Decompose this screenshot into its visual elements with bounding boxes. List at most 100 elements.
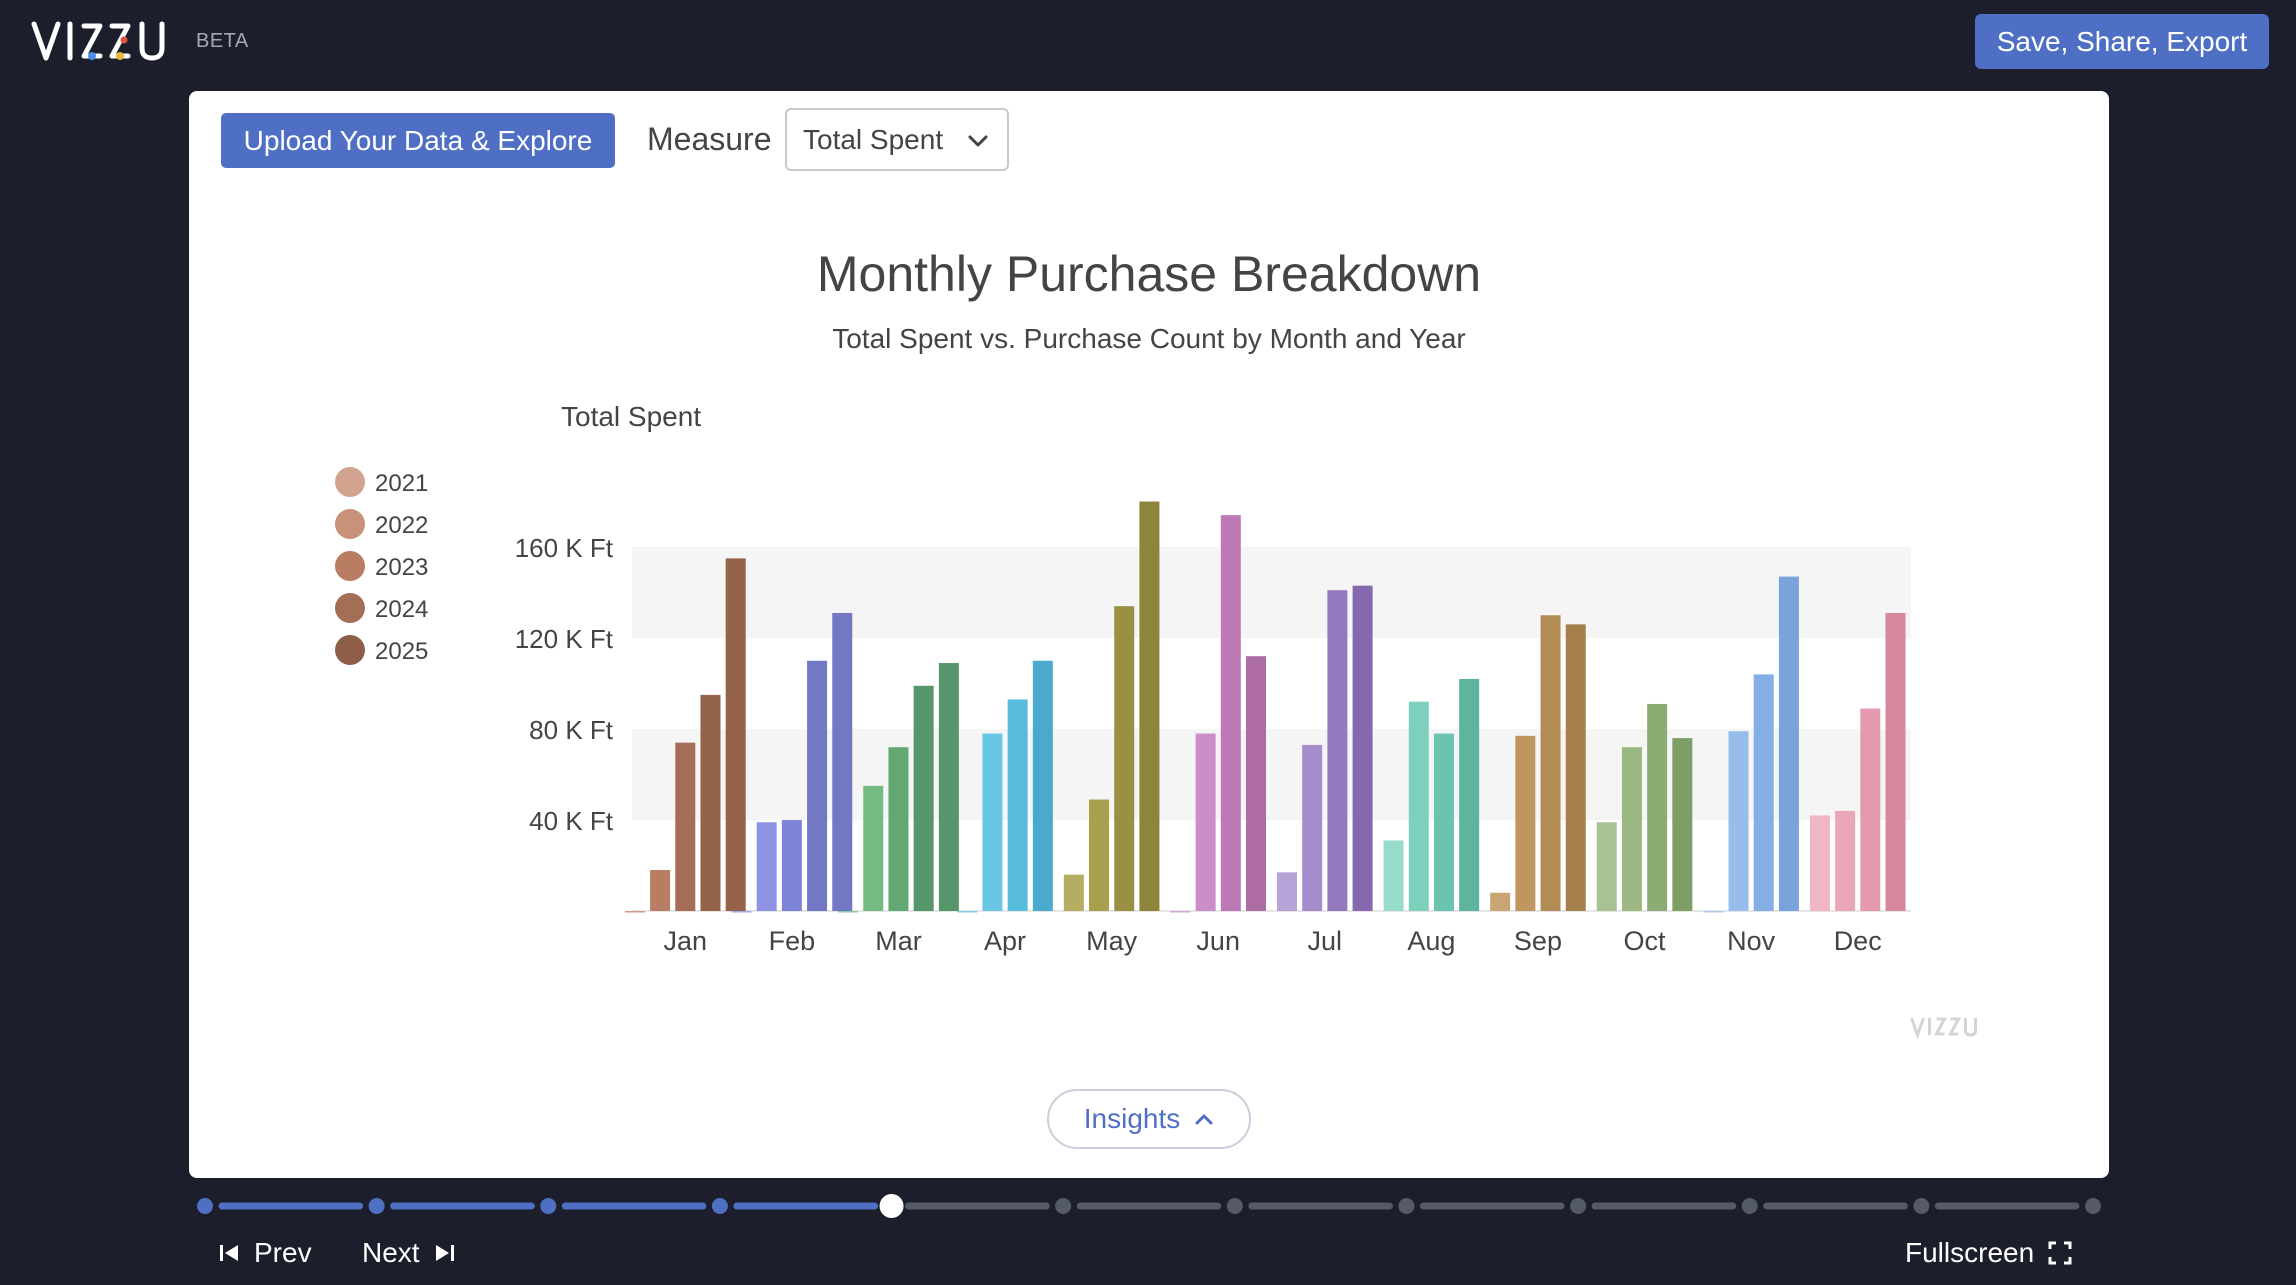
- bar: [957, 911, 978, 913]
- bar: [1276, 872, 1297, 911]
- bar: [675, 742, 696, 911]
- prev-label: Prev: [254, 1237, 312, 1268]
- legend-marker: [335, 593, 365, 623]
- measure-select[interactable]: Total Spent: [785, 108, 1009, 171]
- bar: [756, 822, 777, 911]
- fullscreen-icon: [2048, 1241, 2072, 1265]
- y-axis-title: Total Spent: [561, 401, 701, 432]
- bar: [1728, 731, 1749, 911]
- bar: [1647, 703, 1668, 911]
- bar: [888, 747, 909, 911]
- bar: [1170, 911, 1191, 913]
- legend-marker: [335, 635, 365, 665]
- y-tick-label: 80 K Ft: [529, 715, 614, 745]
- bar: [1433, 733, 1454, 911]
- bar: [1490, 892, 1511, 911]
- legend-label: 2022: [375, 512, 428, 539]
- bar: [650, 870, 671, 911]
- vizzu-watermark: [1909, 1015, 1985, 1044]
- progress-dot[interactable]: [368, 1198, 385, 1214]
- upload-data-button[interactable]: Upload Your Data & Explore: [221, 113, 615, 168]
- x-tick-label: Nov: [1727, 926, 1776, 956]
- bar: [1596, 822, 1617, 911]
- bar: [781, 820, 802, 911]
- bar: [1302, 744, 1323, 911]
- legend-label: 2025: [375, 638, 428, 665]
- x-axis-labels: Jan Feb Mar Apr May Jun Jul Aug Sep Oct Nov Dec: [664, 926, 1882, 956]
- bar: [1089, 799, 1110, 911]
- bar: [1621, 747, 1642, 911]
- progress-dot[interactable]: [1226, 1198, 1243, 1214]
- next-label: Next: [362, 1237, 420, 1268]
- y-tick-label: 120 K Ft: [515, 624, 614, 654]
- beta-label: BETA: [196, 30, 249, 52]
- watermark-logo-icon: [1910, 1017, 1977, 1040]
- grid-band: [632, 547, 1911, 638]
- story-progress[interactable]: [190, 1193, 2110, 1219]
- chart-title: Monthly Purchase Breakdown: [817, 246, 1481, 302]
- bar: [731, 911, 752, 913]
- legend-marker: [335, 551, 365, 581]
- bar: [838, 911, 859, 913]
- x-tick-label: Jan: [664, 926, 708, 956]
- logo-icon: [31, 21, 165, 61]
- y-tick-label: 40 K Ft: [529, 806, 614, 836]
- progress-dot[interactable]: [540, 1198, 557, 1214]
- legend: 2021 2022 2023 2024 2025: [335, 467, 428, 665]
- bar: [1540, 615, 1561, 911]
- bar: [1139, 501, 1160, 911]
- progress-dot[interactable]: [1055, 1198, 1072, 1214]
- bar: [1408, 701, 1429, 911]
- bar: [1753, 674, 1774, 911]
- x-tick-label: May: [1086, 926, 1138, 956]
- measure-select-value: Total Spent: [803, 123, 944, 155]
- progress-dot[interactable]: [1570, 1198, 1587, 1214]
- bar: [807, 660, 828, 911]
- progress-dot[interactable]: [1913, 1198, 1930, 1214]
- chart-subtitle: Total Spent vs. Purchase Count by Month …: [832, 323, 1466, 354]
- fullscreen-button[interactable]: Fullscreen: [1905, 1233, 2072, 1273]
- legend-label: 2024: [375, 596, 428, 623]
- vizzu-logo: [30, 18, 180, 66]
- progress-dot[interactable]: [1398, 1198, 1415, 1214]
- legend-label: 2021: [375, 470, 428, 497]
- chevron-up-icon: [1195, 1114, 1213, 1125]
- bar: [1672, 738, 1693, 911]
- bar: [1835, 810, 1856, 911]
- bar: [1032, 660, 1053, 911]
- measure-label: Measure: [647, 121, 772, 157]
- insights-button[interactable]: Insights: [1047, 1089, 1251, 1149]
- skip-forward-icon: [435, 1245, 454, 1261]
- progress-dot[interactable]: [2085, 1198, 2101, 1214]
- bar: [1246, 656, 1267, 911]
- bar: [1860, 708, 1881, 911]
- bar: [938, 663, 959, 911]
- x-tick-label: Sep: [1514, 926, 1562, 956]
- save-share-export-button[interactable]: Save, Share, Export: [1975, 14, 2269, 69]
- x-tick-label: Jul: [1308, 926, 1343, 956]
- x-tick-label: Aug: [1407, 926, 1455, 956]
- bar: [1885, 612, 1906, 911]
- chevron-down-icon: [968, 135, 988, 147]
- bar: [1327, 590, 1348, 911]
- bar: [1459, 678, 1480, 911]
- progress-dot[interactable]: [197, 1198, 213, 1214]
- progress-dot[interactable]: [711, 1198, 728, 1214]
- x-tick-label: Dec: [1834, 926, 1882, 956]
- bar: [725, 558, 746, 911]
- x-tick-label: Feb: [769, 926, 816, 956]
- insights-label: Insights: [1083, 1103, 1181, 1134]
- x-tick-label: Apr: [984, 926, 1026, 956]
- progress-dot[interactable]: [1741, 1198, 1758, 1214]
- bar: [624, 911, 645, 913]
- bar: [863, 785, 884, 911]
- progress-current-dot[interactable]: [879, 1194, 904, 1218]
- chart-card: Upload Your Data & Explore Measure Total…: [189, 91, 2109, 1178]
- bar: [832, 612, 853, 911]
- next-button[interactable]: Next: [362, 1233, 456, 1273]
- prev-button[interactable]: Prev: [218, 1233, 312, 1273]
- skip-back-icon: [220, 1245, 238, 1261]
- fullscreen-label: Fullscreen: [1905, 1237, 2035, 1268]
- bar: [1809, 815, 1830, 911]
